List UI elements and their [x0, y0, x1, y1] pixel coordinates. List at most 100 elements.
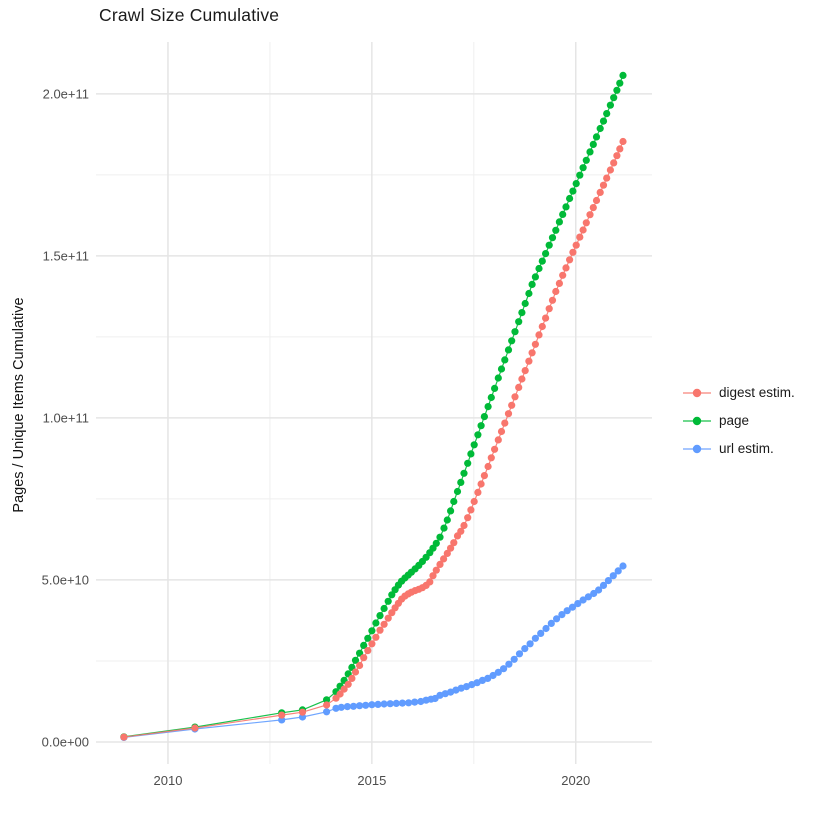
data-point — [538, 257, 546, 265]
data-point — [457, 478, 465, 486]
data-point — [610, 94, 618, 102]
data-point — [582, 156, 590, 164]
data-point — [510, 655, 518, 663]
data-point — [599, 181, 608, 189]
data-point — [426, 578, 434, 586]
data-point — [460, 521, 468, 530]
series-digest-estim — [120, 137, 627, 741]
data-point — [323, 701, 331, 709]
data-point — [380, 700, 388, 708]
data-point — [480, 472, 488, 480]
data-point — [521, 367, 529, 375]
data-point — [526, 640, 534, 648]
data-point — [548, 296, 557, 304]
data-point — [440, 524, 448, 532]
data-point — [576, 233, 584, 241]
data-point — [555, 218, 564, 226]
data-point — [450, 539, 458, 547]
data-point — [619, 71, 627, 79]
legend-item-page: page — [682, 411, 795, 430]
data-point — [528, 280, 536, 288]
data-point — [487, 393, 495, 402]
data-point — [278, 711, 286, 719]
data-point — [559, 271, 567, 279]
data-point — [515, 650, 524, 658]
data-point — [372, 619, 380, 627]
data-point — [467, 506, 475, 514]
data-point — [552, 287, 560, 296]
legend-item-url-estim: url estim. — [682, 439, 795, 458]
data-point — [362, 701, 370, 709]
data-point — [545, 241, 553, 249]
data-point — [484, 403, 492, 411]
data-point — [453, 487, 462, 496]
data-point — [376, 626, 384, 634]
data-point — [477, 422, 485, 430]
data-point — [599, 117, 608, 125]
data-point — [497, 365, 506, 373]
series-url-estim — [120, 562, 627, 742]
data-point — [614, 567, 622, 575]
data-point — [595, 586, 603, 594]
data-point — [515, 318, 523, 326]
legend-label: url estim. — [719, 441, 774, 456]
data-point — [460, 469, 468, 477]
data-point — [494, 668, 502, 676]
data-point — [566, 194, 574, 203]
data-point — [521, 645, 529, 653]
data-point — [538, 322, 546, 331]
series-line-page — [123, 75, 624, 738]
data-point — [579, 596, 587, 604]
data-point — [386, 700, 394, 708]
data-point — [464, 514, 472, 522]
data-point — [596, 124, 604, 133]
data-point — [586, 148, 594, 156]
y-tick-label: 1.5e+11 — [43, 248, 89, 263]
data-point — [432, 566, 440, 574]
data-point — [356, 661, 364, 670]
data-point — [521, 299, 529, 308]
data-point — [511, 393, 519, 401]
data-point — [603, 174, 611, 182]
data-point — [613, 152, 621, 160]
data-point — [508, 337, 516, 345]
data-point — [582, 219, 590, 227]
data-point — [501, 419, 509, 427]
data-point — [384, 614, 392, 622]
data-point — [504, 410, 513, 418]
data-point — [589, 140, 597, 148]
data-point — [569, 187, 577, 195]
data-point — [340, 685, 348, 693]
data-point — [491, 445, 499, 453]
data-point — [398, 699, 406, 707]
data-point — [553, 615, 561, 623]
data-point — [368, 640, 376, 648]
data-point — [477, 480, 485, 488]
data-point — [558, 611, 566, 619]
data-point — [374, 700, 382, 709]
data-point — [531, 634, 540, 642]
series-line-digest-estim — [123, 141, 624, 738]
data-point — [497, 427, 506, 436]
data-point — [528, 349, 536, 357]
data-point — [589, 204, 597, 212]
data-point — [555, 279, 564, 287]
data-point — [368, 627, 376, 635]
legend-key-icon — [683, 416, 711, 425]
data-point — [429, 572, 437, 580]
data-point — [368, 701, 376, 709]
data-point — [392, 699, 400, 708]
data-point — [518, 375, 526, 383]
data-point — [504, 346, 513, 354]
data-point — [603, 110, 611, 118]
data-point — [411, 698, 419, 706]
data-point — [323, 696, 331, 704]
data-point — [443, 516, 451, 524]
data-point — [372, 633, 380, 641]
data-point — [356, 702, 364, 710]
data-point — [487, 454, 495, 462]
data-point — [447, 507, 455, 515]
data-point — [610, 159, 618, 167]
data-point — [380, 620, 388, 628]
